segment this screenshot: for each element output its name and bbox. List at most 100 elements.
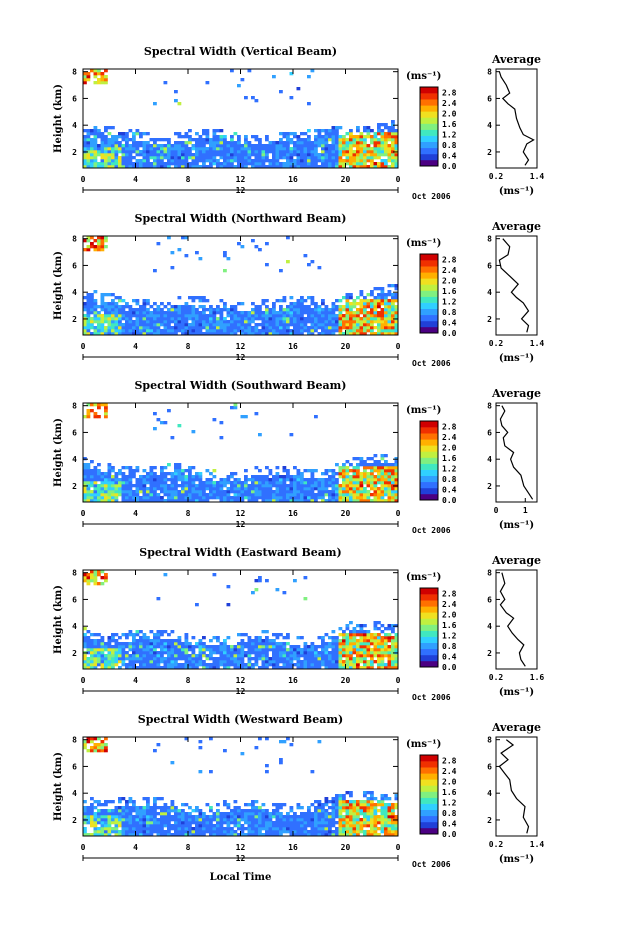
heatmap-cell: [135, 818, 140, 822]
heatmap-cell: [100, 576, 105, 580]
heatmap-cell: [135, 162, 140, 166]
heatmap-cell: [195, 806, 199, 810]
heatmap-cell: [293, 311, 297, 315]
heatmap-cell: [380, 144, 385, 148]
heatmap-cell: [317, 153, 322, 157]
heatmap-cell: [321, 663, 325, 667]
heatmap-cell: [314, 135, 318, 139]
heatmap-cell: [359, 162, 364, 166]
heatmap-cell: [279, 651, 283, 655]
heatmap-cell: [240, 660, 245, 664]
heatmap-cell: [289, 824, 294, 828]
heatmap-cell: [265, 481, 269, 485]
heatmap-cell: [219, 490, 224, 494]
heatmap-cell: [146, 147, 150, 151]
heatmap-cell: [184, 812, 189, 816]
heatmap-cell: [219, 499, 224, 503]
heatmap-cell: [265, 630, 269, 634]
heatmap-cell: [244, 821, 248, 825]
heatmap-cell: [366, 475, 371, 479]
heatmap-cell: [104, 147, 108, 151]
heatmap-cell: [345, 305, 350, 309]
heatmap-cell: [83, 830, 87, 834]
heatmap-cell: [384, 490, 388, 494]
heatmap-cell: [296, 657, 301, 661]
heatmap-cell: [321, 472, 325, 476]
heatmap-cell: [125, 329, 129, 333]
heatmap-cell: [135, 484, 140, 488]
heatmap-cell: [366, 150, 371, 154]
heatmap-cell: [86, 78, 91, 82]
heatmap-cell: [181, 329, 185, 333]
heatmap-cell: [86, 138, 91, 142]
heatmap-cell: [198, 746, 203, 750]
heatmap-cell: [177, 475, 182, 479]
heatmap-cell: [142, 633, 147, 637]
heatmap-cell: [363, 654, 367, 658]
heatmap-cell: [184, 815, 189, 819]
heatmap-cell: [107, 314, 112, 318]
heatmap-cell: [90, 236, 94, 240]
heatmap-cell: [384, 463, 388, 467]
heatmap-cell: [275, 487, 280, 491]
heatmap-cell: [345, 469, 350, 473]
heatmap-cell: [156, 663, 161, 667]
heatmap-cell: [352, 633, 357, 637]
heatmap-cell: [156, 478, 161, 482]
heatmap-cell: [272, 654, 276, 658]
heatmap-cell: [279, 833, 283, 837]
heatmap-cell: [202, 162, 206, 166]
heatmap-cell: [83, 159, 87, 163]
heatmap-cell: [97, 135, 101, 139]
heatmap-cell: [83, 645, 87, 649]
heatmap-cell: [328, 666, 332, 670]
heatmap-cell: [149, 320, 154, 324]
heatmap-cell: [121, 818, 126, 822]
heatmap-cell: [300, 818, 304, 822]
heatmap-cell: [261, 314, 266, 318]
heatmap-cell: [233, 812, 238, 816]
heatmap-cell: [384, 651, 388, 655]
heatmap-cell: [380, 150, 385, 154]
heatmap-cell: [265, 666, 269, 670]
heatmap-cell: [335, 666, 339, 670]
heatmap-cell: [254, 588, 259, 592]
heatmap-cell: [149, 478, 154, 482]
heatmap-cell: [251, 499, 255, 503]
heatmap-cell: [338, 156, 343, 160]
heatmap-cell: [296, 323, 301, 327]
heatmap-cell: [177, 642, 182, 646]
heatmap-cell: [300, 159, 304, 163]
heatmap-cell: [121, 305, 126, 309]
heatmap-cell: [104, 475, 108, 479]
heatmap-cell: [300, 499, 304, 503]
heatmap-cell: [300, 648, 304, 652]
heatmap-cell: [268, 150, 273, 154]
heatmap-cell: [93, 299, 98, 303]
heatmap-cell: [97, 150, 101, 154]
heatmap-cell: [167, 138, 171, 142]
heatmap-cell: [265, 150, 269, 154]
heatmap-cell: [342, 475, 346, 479]
heatmap-cell: [212, 818, 217, 822]
heatmap-cell: [265, 827, 269, 831]
heatmap-cell: [328, 663, 332, 667]
heatmap-cell: [153, 830, 157, 834]
heatmap-cell: [104, 305, 108, 309]
heatmap-cell: [209, 156, 213, 160]
heatmap-cell: [226, 153, 231, 157]
heatmap-cell: [177, 830, 182, 834]
heatmap-cell: [212, 490, 217, 494]
heatmap-cell: [149, 329, 154, 333]
heatmap-cell: [86, 236, 91, 240]
heatmap-cell: [132, 308, 136, 312]
heatmap-cell: [153, 484, 157, 488]
heatmap-cell: [135, 469, 140, 473]
heatmap-cell: [202, 481, 206, 485]
heatmap-cell: [254, 639, 259, 643]
heatmap-cell: [195, 308, 199, 312]
heatmap-cell: [135, 141, 140, 145]
heatmap-cell: [289, 657, 294, 661]
heatmap-cell: [384, 475, 388, 479]
